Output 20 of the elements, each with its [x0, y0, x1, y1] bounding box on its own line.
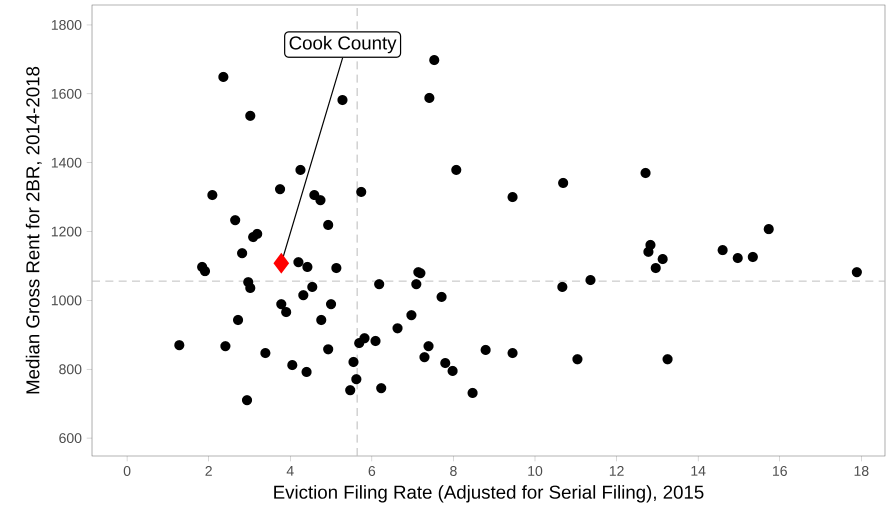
- y-tick-label: 1800: [52, 20, 82, 30]
- x-tick-label: 12: [610, 466, 624, 476]
- x-tick-label: 18: [854, 466, 869, 476]
- x-tick-label: 16: [773, 466, 787, 476]
- x-tick-label: 14: [691, 466, 706, 476]
- y-tick-label: 1000: [52, 295, 82, 306]
- x-tick-label: 6: [368, 466, 376, 476]
- y-tick-label: 1600: [52, 88, 82, 99]
- x-axis-title: Eviction Filing Rate (Adjusted for Serial Filing), 2015: [274, 485, 704, 502]
- y-tick-label: 600: [59, 433, 82, 444]
- x-tick-label: 0: [124, 466, 130, 476]
- y-tick-label: 1400: [52, 158, 82, 168]
- x-tick-label: 4: [286, 466, 294, 476]
- x-tick-label: 8: [450, 466, 457, 476]
- y-tick-label: 800: [59, 364, 82, 374]
- y-tick-label: 1200: [52, 226, 82, 236]
- x-tick-label: 10: [528, 466, 542, 476]
- x-tick-label: 2: [205, 466, 212, 476]
- y-axis-title: Median Gross Rent for 2BR, 2014-2018: [26, 66, 42, 394]
- annotation: Cook County: [290, 36, 397, 54]
